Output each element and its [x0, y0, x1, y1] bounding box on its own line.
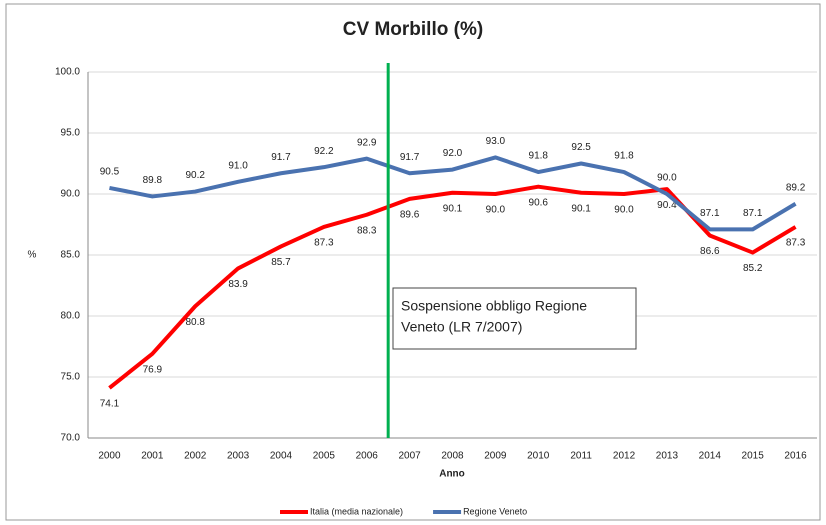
data-label: 92.0 — [443, 148, 463, 159]
x-axis-label: Anno — [439, 469, 465, 480]
data-label: 93.0 — [486, 136, 506, 147]
y-tick-label: 85.0 — [61, 250, 81, 261]
data-label: 87.1 — [700, 208, 720, 219]
data-label: 90.5 — [100, 167, 120, 178]
x-tick-label: 2007 — [398, 451, 421, 462]
x-tick-label: 2015 — [742, 451, 765, 462]
x-tick-label: 2000 — [98, 451, 121, 462]
data-label: 91.7 — [400, 152, 420, 163]
data-label: 90.1 — [443, 203, 463, 214]
y-tick-label: 95.0 — [61, 128, 81, 139]
annotation-text: Sospensione obbligo Regione — [401, 298, 587, 314]
data-label: 90.1 — [571, 203, 591, 214]
y-tick-label: 70.0 — [61, 433, 81, 444]
data-label: 85.2 — [743, 263, 763, 274]
data-label: 87.1 — [743, 208, 763, 219]
x-tick-label: 2001 — [141, 451, 164, 462]
data-label: 87.3 — [314, 238, 334, 249]
legend-label: Italia (media nazionale) — [310, 506, 403, 516]
x-tick-label: 2002 — [184, 451, 207, 462]
data-label: 92.2 — [314, 146, 334, 157]
chart-border — [5, 3, 821, 521]
x-tick-label: 2008 — [441, 451, 464, 462]
x-tick-label: 2016 — [784, 451, 807, 462]
data-label: 89.2 — [786, 182, 806, 193]
data-label: 86.6 — [700, 246, 720, 257]
x-tick-label: 2010 — [527, 451, 550, 462]
annotation-box — [392, 287, 637, 350]
data-label: 90.0 — [486, 205, 506, 216]
data-label: 90.6 — [529, 197, 549, 208]
data-label: 90.4 — [657, 200, 677, 211]
data-label: 87.3 — [786, 238, 806, 249]
data-label: 83.9 — [228, 279, 248, 290]
annotation-text: Veneto (LR 7/2007) — [401, 319, 522, 335]
data-label: 91.7 — [271, 152, 291, 163]
x-tick-label: 2006 — [356, 451, 379, 462]
data-label: 88.3 — [357, 225, 377, 236]
x-tick-label: 2012 — [613, 451, 636, 462]
data-label: 91.8 — [529, 151, 549, 162]
y-tick-label: 80.0 — [61, 311, 81, 322]
data-label: 89.8 — [143, 175, 163, 186]
x-tick-label: 2003 — [227, 451, 250, 462]
y-tick-label: 90.0 — [61, 189, 81, 200]
y-tick-label: 100.0 — [55, 67, 80, 78]
data-label: 90.2 — [185, 170, 205, 181]
x-tick-label: 2009 — [484, 451, 507, 462]
x-tick-label: 2014 — [699, 451, 722, 462]
data-label: 74.1 — [100, 399, 120, 410]
y-axis-label: % — [28, 250, 37, 261]
data-label: 91.8 — [614, 151, 634, 162]
x-tick-label: 2005 — [313, 451, 336, 462]
data-label: 80.8 — [185, 317, 205, 328]
data-label: 91.0 — [228, 160, 248, 171]
x-tick-label: 2004 — [270, 451, 293, 462]
y-tick-label: 75.0 — [61, 372, 81, 383]
chart-title: CV Morbillo (%) — [343, 19, 483, 40]
data-label: 85.7 — [271, 257, 291, 268]
data-label: 90.0 — [614, 205, 634, 216]
data-label: 92.9 — [357, 137, 377, 148]
x-tick-label: 2013 — [656, 451, 679, 462]
data-label: 90.0 — [657, 173, 677, 184]
legend-label: Regione Veneto — [463, 506, 527, 516]
x-tick-label: 2011 — [570, 451, 592, 462]
data-label: 89.6 — [400, 210, 420, 221]
line — [109, 155, 797, 232]
data-label: 92.5 — [571, 142, 591, 153]
data-label: 76.9 — [143, 364, 163, 375]
